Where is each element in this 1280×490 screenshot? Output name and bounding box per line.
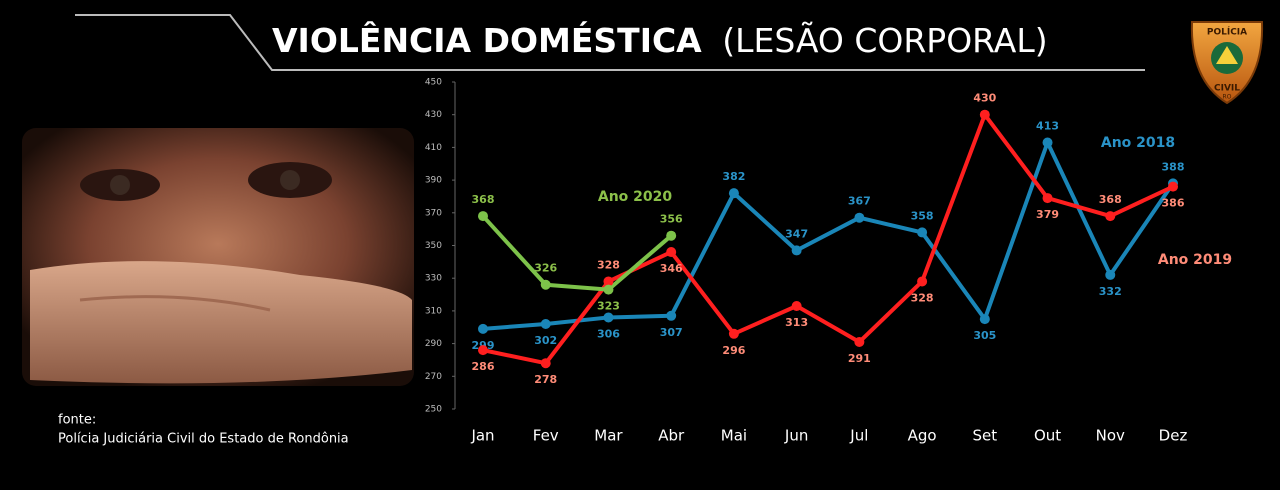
- y-tick-label: 390: [425, 176, 442, 186]
- data-label: 347: [785, 227, 808, 240]
- data-point: [1105, 211, 1116, 222]
- y-tick-label: 290: [425, 339, 442, 349]
- data-label: 386: [1162, 197, 1185, 210]
- data-point: [854, 212, 865, 223]
- data-point: [540, 279, 551, 290]
- data-point: [603, 276, 614, 287]
- data-point: [666, 230, 677, 241]
- data-label: 278: [534, 373, 557, 386]
- data-point: [917, 227, 928, 238]
- title-sub: (LESÃO CORPORAL): [722, 21, 1047, 60]
- badge-bottom: CIVIL: [1214, 84, 1240, 94]
- series-line: [482, 140, 1175, 331]
- data-point: [728, 188, 739, 199]
- x-tick-label: Mar: [594, 427, 623, 445]
- data-label: 326: [534, 262, 557, 275]
- data-point: [540, 358, 551, 369]
- y-tick-label: 410: [425, 143, 442, 153]
- source-label: fonte:: [58, 413, 96, 428]
- data-label: 379: [1036, 208, 1059, 221]
- data-label: 367: [848, 195, 871, 208]
- data-point: [728, 328, 739, 339]
- x-tick-label: Fev: [533, 427, 559, 445]
- data-label: 286: [472, 360, 495, 373]
- y-tick-label: 270: [425, 372, 442, 382]
- data-point: [854, 336, 865, 347]
- x-tick-label: Set: [972, 427, 997, 445]
- data-point: [1168, 181, 1178, 192]
- x-tick-label: Jan: [470, 427, 494, 445]
- data-point: [666, 310, 677, 321]
- data-label: 313: [785, 316, 808, 329]
- badge-state: RO: [1223, 94, 1232, 101]
- x-tick-label: Out: [1034, 427, 1061, 445]
- photo: [22, 128, 414, 386]
- data-label: 388: [1162, 160, 1185, 173]
- data-label: 368: [472, 193, 495, 206]
- data-label: 382: [722, 170, 745, 183]
- data-label: 307: [660, 326, 683, 339]
- y-tick-label: 350: [425, 241, 442, 251]
- source-text: Polícia Judiciária Civil do Estado de Ro…: [58, 432, 349, 447]
- data-label: 368: [1099, 193, 1122, 206]
- y-tick-label: 370: [425, 208, 442, 218]
- data-label: 302: [534, 334, 557, 347]
- data-point: [478, 323, 488, 334]
- data-label: 356: [660, 213, 683, 226]
- data-point: [979, 314, 990, 325]
- y-tick-label: 310: [425, 306, 442, 316]
- data-label: 328: [911, 291, 934, 304]
- x-tick-label: Jul: [849, 427, 868, 445]
- data-point: [979, 109, 990, 120]
- badge-top: POLÍCIA: [1207, 26, 1247, 38]
- x-tick-label: Ago: [908, 427, 937, 445]
- title-frame: [75, 14, 1145, 71]
- data-point: [791, 300, 802, 311]
- data-point: [1105, 269, 1116, 280]
- data-point: [917, 276, 928, 287]
- data-label: 328: [597, 258, 620, 271]
- data-point: [603, 312, 614, 323]
- data-label: 296: [722, 344, 745, 357]
- series-name: Ano 2019: [1158, 252, 1232, 268]
- data-label: 413: [1036, 119, 1059, 132]
- data-label: 306: [597, 327, 620, 340]
- series-name: Ano 2018: [1101, 135, 1175, 151]
- y-tick-label: 430: [425, 110, 442, 120]
- data-label: 305: [973, 329, 996, 342]
- data-label: 323: [597, 300, 620, 313]
- data-label: 430: [973, 92, 996, 105]
- x-tick-label: Nov: [1096, 427, 1125, 445]
- y-tick-label: 250: [425, 405, 442, 415]
- title-main: VIOLÊNCIA DOMÉSTICA: [272, 20, 702, 60]
- data-label: 332: [1099, 285, 1122, 298]
- data-point: [603, 284, 614, 295]
- x-tick-label: Abr: [658, 427, 685, 445]
- data-point: [540, 318, 551, 329]
- series-line: [481, 214, 673, 292]
- data-point: [1042, 137, 1053, 148]
- data-label: 291: [848, 352, 871, 365]
- data-point: [1042, 193, 1053, 204]
- x-tick-label: Mai: [721, 427, 747, 445]
- data-label: 346: [660, 262, 683, 275]
- y-tick-label: 450: [425, 78, 442, 88]
- data-point: [478, 345, 488, 356]
- chart-title: VIOLÊNCIA DOMÉSTICA (LESÃO CORPORAL): [272, 20, 1048, 60]
- data-point: [666, 247, 677, 258]
- series-line: [482, 112, 1174, 366]
- y-tick-label: 330: [425, 274, 442, 284]
- series-name: Ano 2020: [598, 189, 673, 205]
- x-tick-label: Jun: [784, 427, 808, 445]
- x-tick-label: Dez: [1159, 427, 1188, 445]
- data-label: 358: [911, 209, 934, 222]
- badge: POLÍCIA CIVIL RO: [1190, 21, 1264, 105]
- data-point: [791, 245, 802, 256]
- data-point: [478, 211, 488, 222]
